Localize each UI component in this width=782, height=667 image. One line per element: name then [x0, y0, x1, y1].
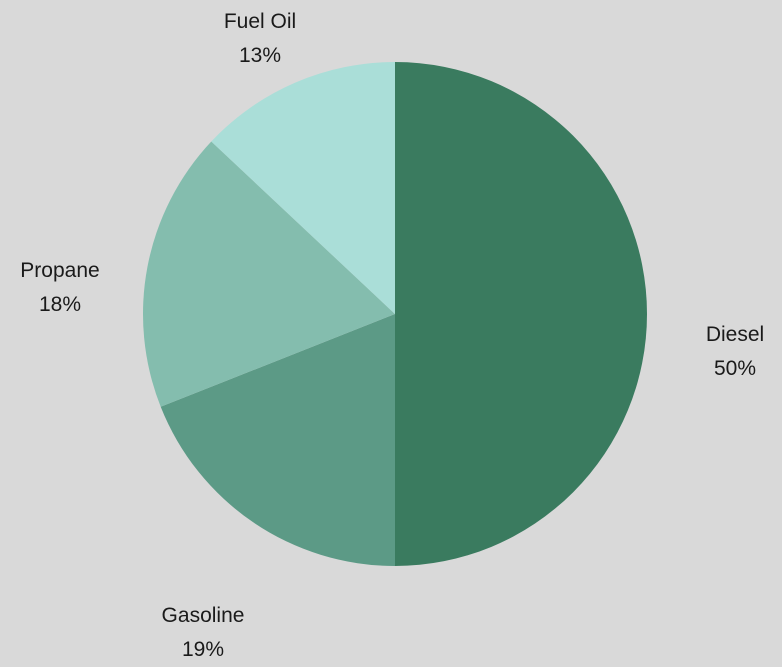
slice-label-diesel: Diesel 50%: [706, 318, 764, 386]
slice-value: 18%: [38, 293, 82, 316]
pie-slice-propane: [143, 141, 395, 407]
pie-slice-diesel: [395, 62, 647, 566]
pie-slice-gasoline: [160, 314, 395, 566]
slice-label-fuel-oil: Fuel Oil 13%: [224, 5, 296, 73]
pie-slice-fuel-oil: [211, 62, 395, 314]
slice-name: Propane: [20, 259, 100, 282]
slice-value: 19%: [181, 638, 225, 661]
slice-value: 13%: [238, 44, 282, 67]
slice-label-propane: Propane 18%: [20, 254, 99, 322]
slice-name: Diesel: [705, 323, 765, 346]
slice-name: Gasoline: [161, 604, 245, 627]
slice-label-gasoline: Gasoline 19%: [162, 599, 245, 667]
slice-name: Fuel Oil: [223, 10, 297, 33]
slice-value: 50%: [713, 357, 757, 380]
